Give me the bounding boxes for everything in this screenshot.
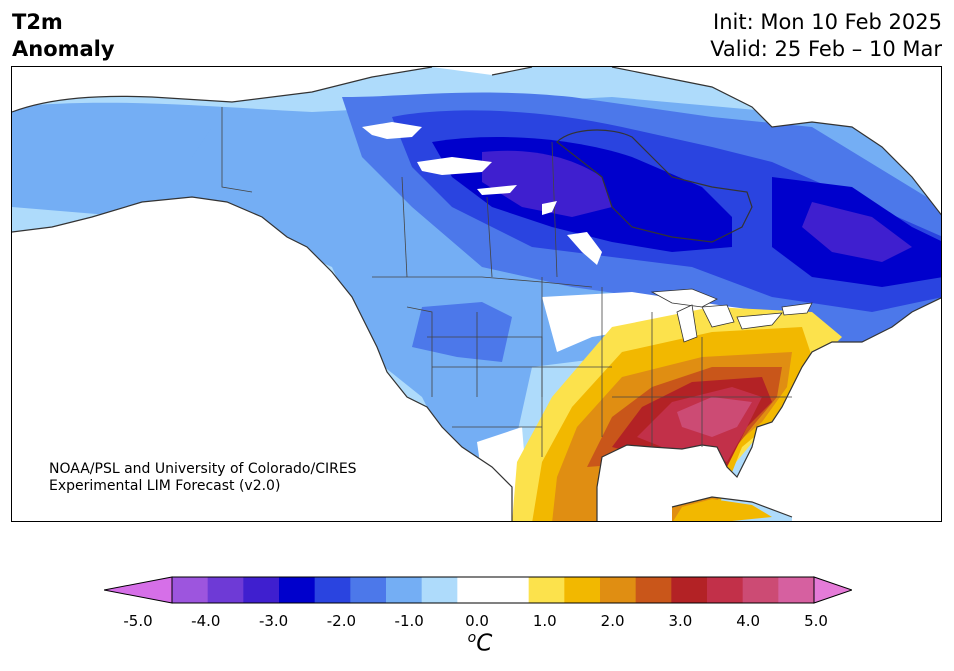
colorbar-max-extend: [813, 576, 852, 604]
colorbar-segment: [778, 577, 815, 603]
credit-line-2: Experimental LIM Forecast (v2.0): [49, 478, 281, 494]
colorbar-tick-label: -5.0: [123, 612, 153, 630]
colorbar-segment: [600, 577, 637, 603]
title-line-1: T2m: [12, 10, 63, 34]
colorbar-tick-label: -4.0: [191, 612, 221, 630]
anomaly-field: [12, 67, 941, 521]
great-lakes: [650, 288, 813, 343]
colorbar-segment: [528, 577, 565, 603]
credit-text: NOAA/PSL and University of Colorado/CIRE…: [49, 461, 357, 495]
colorbar-unit: oC: [460, 630, 500, 657]
credit-line-1: NOAA/PSL and University of Colorado/CIRE…: [49, 461, 357, 477]
colorbar-segment: [671, 577, 708, 603]
colorbar-tick-label: 1.0: [532, 612, 557, 630]
canadian-lakes: [362, 122, 602, 265]
colorbar-min-extend: [104, 576, 173, 604]
colorbar-tick-label: -1.0: [394, 612, 424, 630]
colorbar-segment: [493, 577, 530, 603]
colorbar-segment: [279, 577, 316, 603]
colorbar-segment: [707, 577, 744, 603]
colorbar-segment: [243, 577, 280, 603]
colorbar-segment: [564, 577, 601, 603]
forecast-dates: Init: Mon 10 Feb 2025 Valid: 25 Feb – 10…: [710, 9, 942, 63]
colorbar-segment: [421, 577, 458, 603]
colorbar-segment: [742, 577, 779, 603]
colorbar-segment: [314, 577, 351, 603]
colorbar-tick-label: 4.0: [736, 612, 761, 630]
colorbar-outline: [171, 576, 815, 604]
title-line-2: Anomaly: [12, 37, 115, 61]
colorbar-tick-label: 0.0: [465, 612, 489, 630]
unit-degree: o: [467, 630, 477, 646]
unit-letter: C: [476, 630, 493, 657]
political-borders: [221, 107, 792, 457]
colorbar-tick-label: -2.0: [326, 612, 357, 630]
valid-range: Valid: 25 Feb – 10 Mar: [710, 37, 942, 61]
colorbar-tick-label: 5.0: [804, 612, 828, 630]
anomaly-map: [11, 66, 942, 522]
colorbar-segment: [207, 577, 244, 603]
init-date: Init: Mon 10 Feb 2025: [713, 10, 942, 34]
colorbar-segments: [172, 577, 815, 603]
colorbar-segment: [635, 577, 672, 603]
map-canvas: [12, 67, 941, 521]
colorbar: [104, 576, 852, 604]
map-title: T2m Anomaly: [12, 9, 115, 63]
coastlines: [12, 67, 941, 521]
colorbar-tick-label: -3.0: [258, 612, 289, 630]
colorbar-tick-label: 3.0: [668, 612, 693, 630]
colorbar-segment: [172, 577, 209, 603]
colorbar-tick-label: 2.0: [600, 612, 625, 630]
colorbar-segment: [386, 577, 423, 603]
colorbar-segment: [457, 577, 494, 603]
colorbar-segment: [350, 577, 387, 603]
